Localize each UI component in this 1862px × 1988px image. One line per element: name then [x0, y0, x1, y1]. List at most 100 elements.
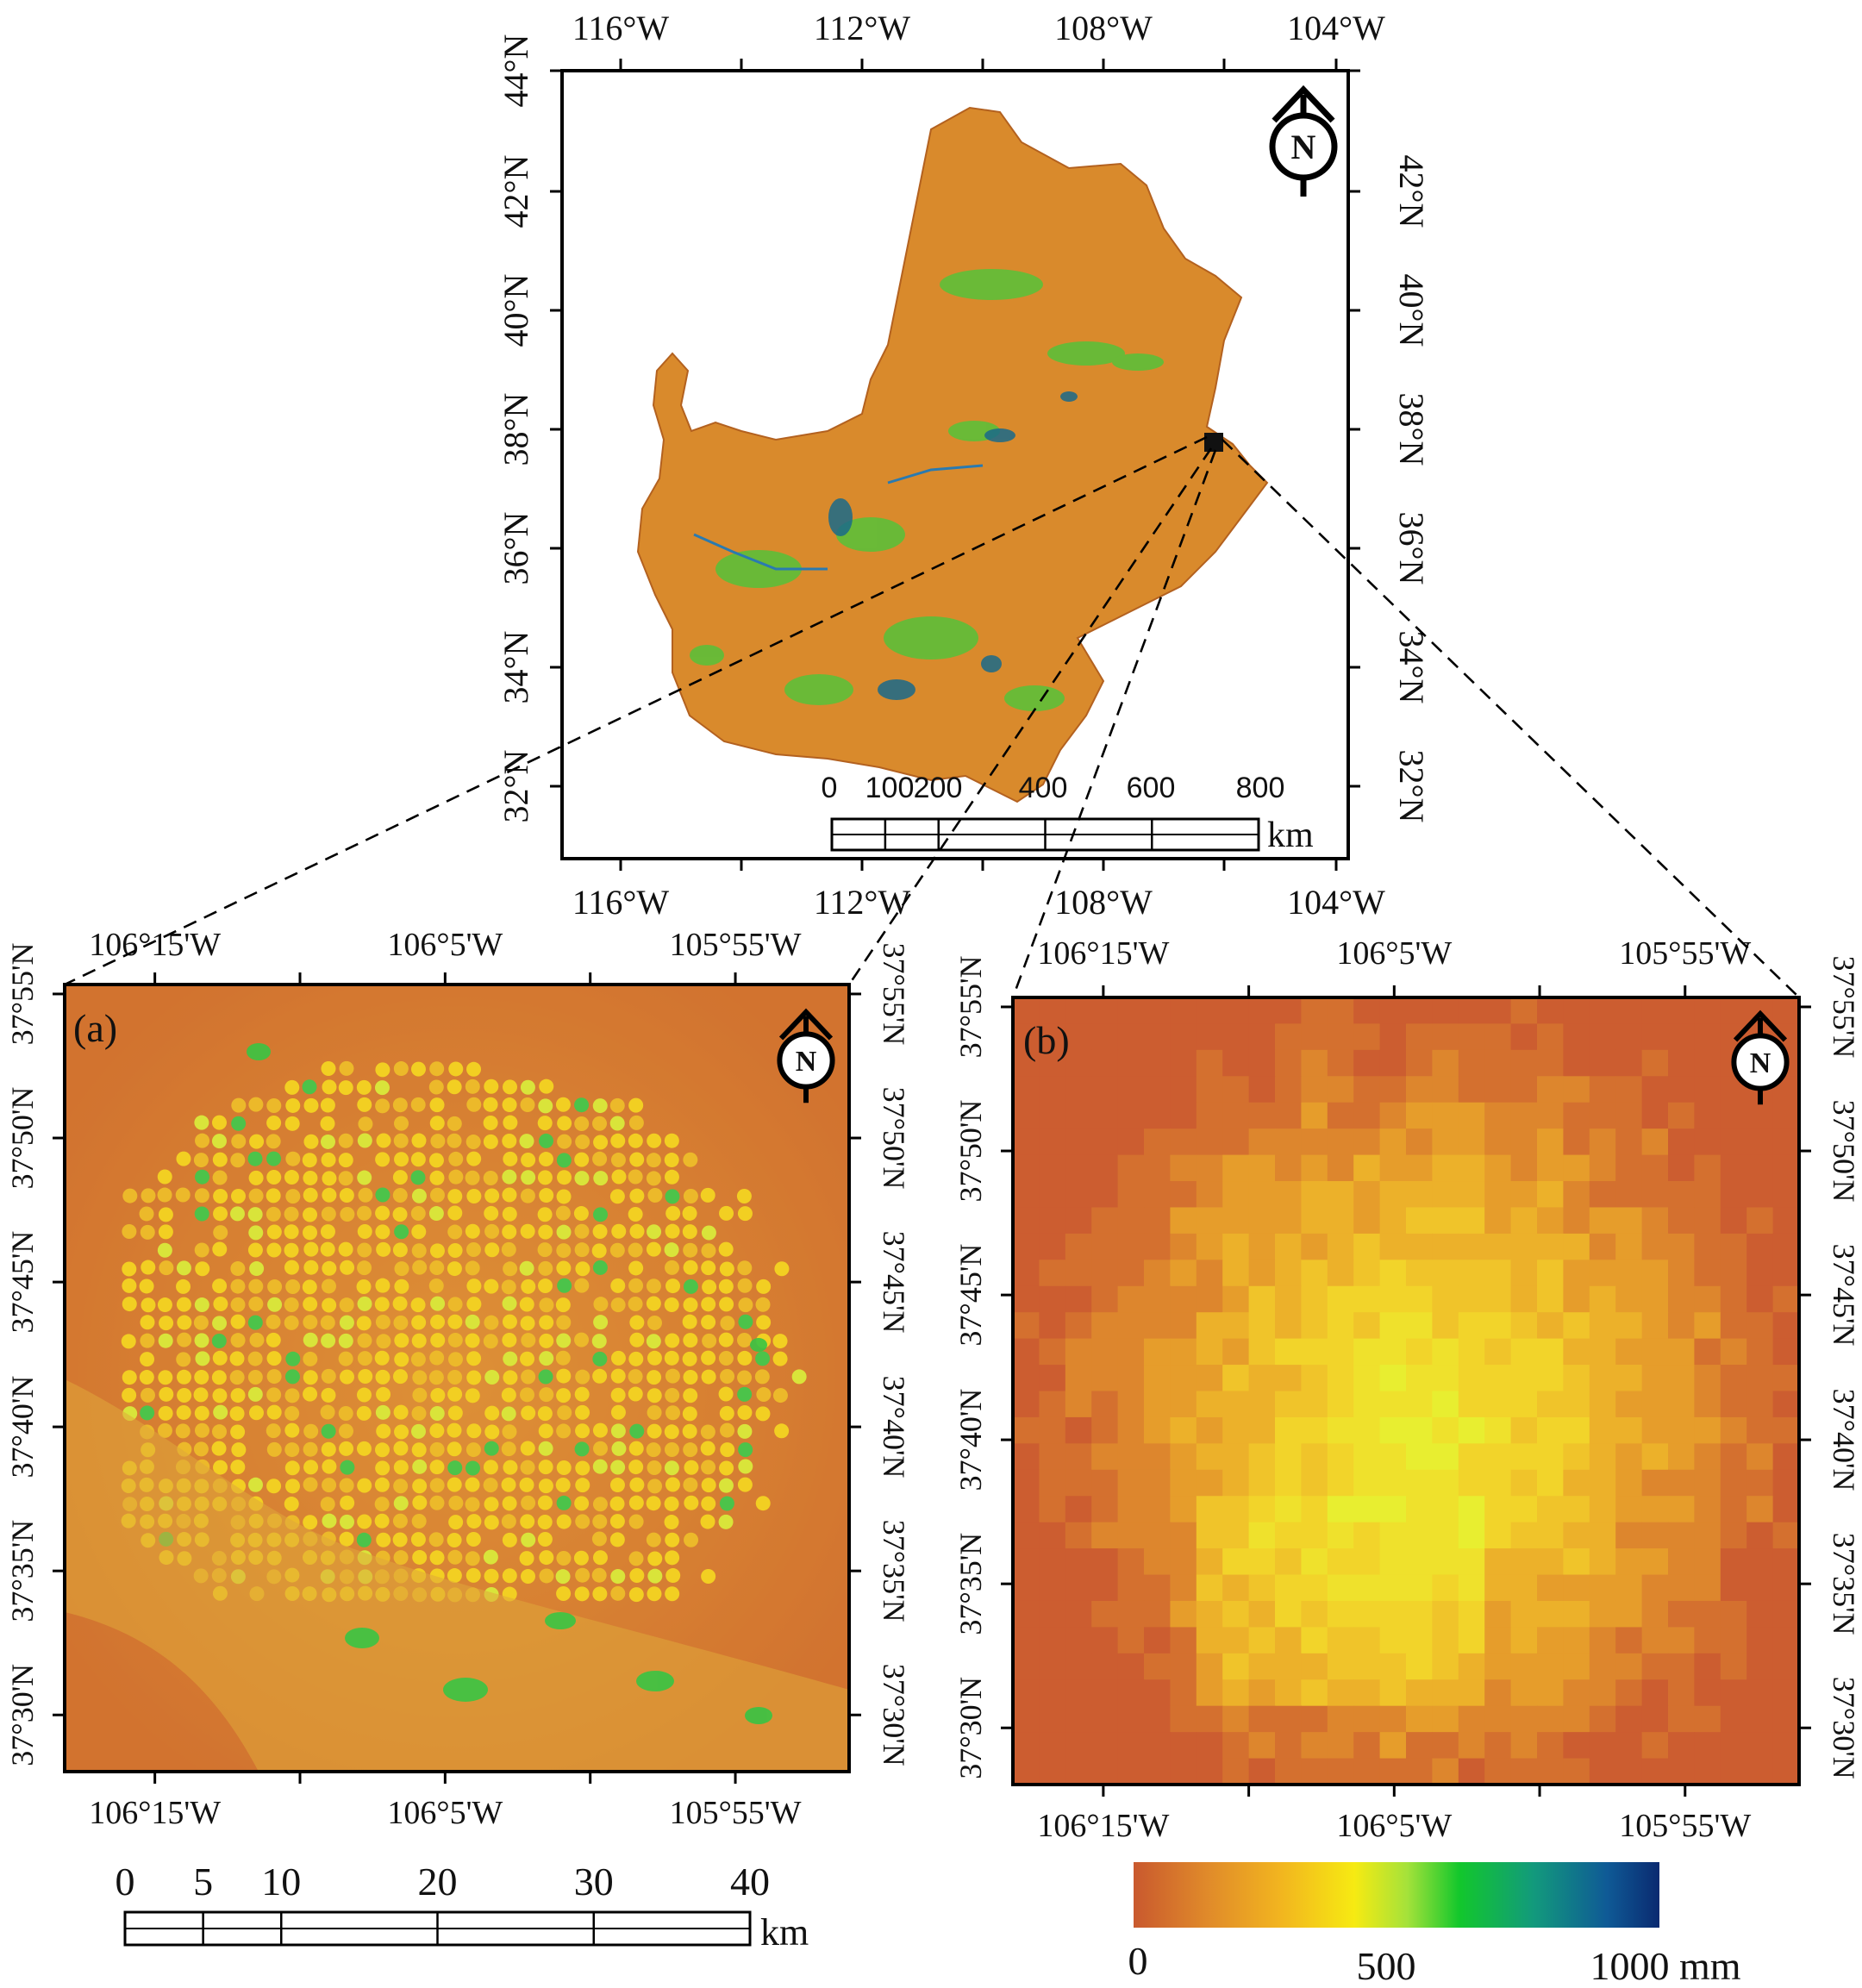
pivot-field	[574, 1496, 590, 1511]
pixel-cell	[1589, 1600, 1616, 1628]
pivot-field	[303, 1477, 318, 1492]
main-lon-label-top: 104°W	[1287, 9, 1385, 47]
pixel-cell	[1039, 1207, 1066, 1235]
pivot-field	[501, 1441, 516, 1457]
pivot-field	[447, 1477, 462, 1492]
pivot-field	[321, 1206, 336, 1222]
pixel-cell	[1432, 997, 1459, 1025]
pivot-field	[502, 1206, 517, 1222]
pixel-cell	[1039, 1522, 1066, 1549]
pixel-cell	[1432, 1653, 1459, 1680]
pixel-cell	[1379, 1705, 1407, 1733]
pixel-cell	[1222, 1023, 1250, 1051]
pixel-cell	[1170, 1154, 1197, 1182]
pivot-field	[647, 1423, 662, 1439]
green-fields	[247, 1043, 772, 1724]
pivot-field	[682, 1224, 697, 1240]
pivot-field	[575, 1423, 590, 1439]
pivot-field	[447, 1568, 462, 1584]
main-lat-label-left: 34°N	[497, 631, 535, 704]
pixel-cell	[1144, 1181, 1171, 1209]
pivot-field	[175, 1187, 191, 1203]
pivot-field	[629, 1568, 645, 1584]
pivot-field	[557, 1116, 572, 1131]
pixel-cell	[1013, 1128, 1040, 1156]
pixel-cell	[1353, 1338, 1381, 1366]
pixel-cell	[1563, 1312, 1590, 1340]
pixel-cell	[1013, 1023, 1040, 1051]
pixel-cell	[1013, 1416, 1040, 1444]
pivot-field	[700, 1424, 715, 1440]
pixel-cell	[1563, 997, 1590, 1025]
pixel-cell	[1484, 1600, 1512, 1628]
pivot-field	[684, 1460, 699, 1475]
pixel-cell	[1432, 1627, 1459, 1654]
pivot-field	[231, 1116, 247, 1131]
pixel-cell	[1484, 1496, 1512, 1523]
pivot-field	[157, 1242, 172, 1258]
pivot-field	[574, 1332, 590, 1347]
pixel-cell	[1589, 1207, 1616, 1235]
pivot-field	[140, 1224, 155, 1240]
pixel-cell	[1091, 1574, 1119, 1602]
pivot-field	[503, 1351, 518, 1366]
pivot-field	[358, 1369, 373, 1385]
pivot-field	[574, 1278, 590, 1293]
pivot-field	[428, 1153, 444, 1168]
pivot-field	[502, 1133, 517, 1148]
pixel-cell	[1668, 1154, 1695, 1182]
pixel-cell	[1694, 1154, 1721, 1182]
pivot-field	[647, 1478, 663, 1494]
pivot-field	[646, 1532, 661, 1547]
pivot-field	[737, 1405, 753, 1421]
pixel-cell	[1327, 1548, 1354, 1576]
pixel-cell	[1510, 1365, 1538, 1392]
pivot-field	[211, 1370, 227, 1385]
pivot-field	[647, 1370, 662, 1385]
north-letter-panel-a: N	[796, 1046, 817, 1078]
pixel-cell	[1065, 1653, 1092, 1680]
pixel-cell	[1563, 1285, 1590, 1313]
pivot-field	[720, 1368, 735, 1384]
pixel-cell	[1668, 1391, 1695, 1418]
pivot-field	[609, 1097, 625, 1113]
pivot-field	[520, 1097, 535, 1112]
pixel-cell	[1668, 1076, 1695, 1103]
pixel-cell	[1170, 1627, 1197, 1654]
pixel-cell	[1589, 1705, 1616, 1733]
pixel-cell	[1353, 1679, 1381, 1707]
pixel-cell	[1039, 1758, 1066, 1785]
pixel-cell	[1013, 1496, 1040, 1523]
pixel-cell	[1772, 1154, 1799, 1182]
pivot-field	[664, 1460, 679, 1476]
pixel-cell	[1746, 1496, 1774, 1523]
pixel-cell	[1170, 1522, 1197, 1549]
pivot-field	[212, 1388, 228, 1403]
pixel-cell	[1065, 1522, 1092, 1549]
pixel-cell	[1327, 1285, 1354, 1313]
pixel-cell	[1379, 1233, 1407, 1260]
pixel-cell	[1720, 1627, 1747, 1654]
pixel-cell	[1537, 1076, 1564, 1103]
pixel-cell	[1327, 1416, 1354, 1444]
pixel-cell	[1170, 1416, 1197, 1444]
pixel-cell	[1641, 1207, 1669, 1235]
pivot-field	[719, 1205, 734, 1221]
pixel-cell	[1615, 1496, 1643, 1523]
pixel-cell	[1275, 1365, 1302, 1392]
panel-b-lat-label-right: 37°35'N	[1827, 1533, 1861, 1635]
pixel-cell	[1091, 1416, 1119, 1444]
panel-a-lat-label-right: 37°55'N	[877, 943, 911, 1046]
pixel-cell	[1170, 1732, 1197, 1760]
pixel-cell	[1144, 1496, 1171, 1523]
panel-b-lat-label-left: 37°50'N	[953, 1100, 988, 1203]
pivot-field	[537, 1532, 553, 1547]
pixel-cell	[1406, 1574, 1433, 1602]
pivot-field	[429, 1441, 445, 1457]
panel-b-ticks	[1001, 985, 1811, 1797]
pivot-field	[177, 1315, 192, 1330]
pixel-cell	[1353, 1443, 1381, 1471]
panel-a-lon-label-top: 106°15'W	[89, 927, 221, 963]
pixel-cell	[1327, 1705, 1354, 1733]
pixel-cell	[1327, 1732, 1354, 1760]
